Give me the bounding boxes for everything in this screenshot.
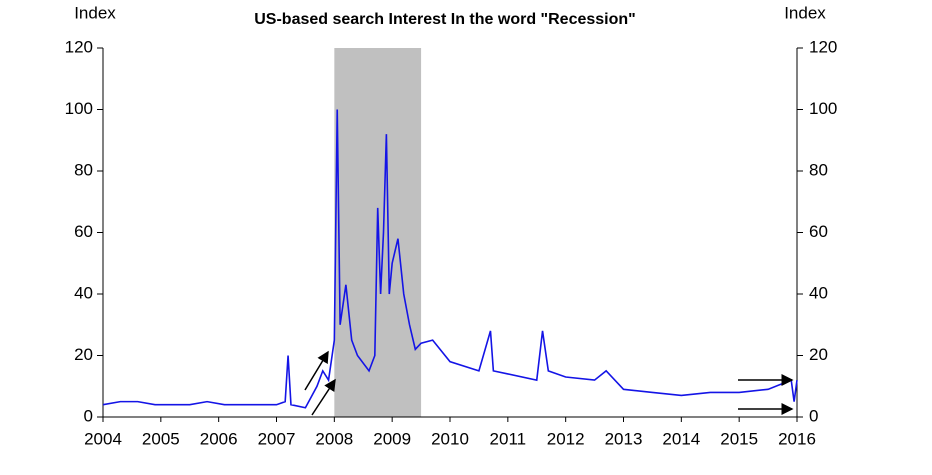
x-tick-label: 2006 bbox=[200, 429, 238, 448]
annotation-arrows bbox=[304, 350, 794, 416]
y-tick-label: 40 bbox=[74, 283, 93, 302]
y2-tick-label: 100 bbox=[809, 99, 837, 118]
x-tick-label: 2015 bbox=[720, 429, 758, 448]
x-tick-label: 2008 bbox=[315, 429, 353, 448]
x-tick-label: 2005 bbox=[142, 429, 180, 448]
y2-tick-label: 40 bbox=[809, 283, 828, 302]
y-axis-label: Index bbox=[74, 3, 116, 22]
plot: 0 20 40 60 80 100 120 0 20 40 60 80 100 120 2004 2005 20… bbox=[65, 37, 838, 448]
x-tick-label: 2009 bbox=[373, 429, 411, 448]
x-tick-label: 2014 bbox=[662, 429, 700, 448]
y2-tick-label: 0 bbox=[809, 406, 818, 425]
y2-tick-label: 80 bbox=[809, 160, 828, 179]
arrow bbox=[304, 350, 329, 391]
x-tick-label: 2016 bbox=[778, 429, 816, 448]
series-line bbox=[102, 109, 798, 409]
y-tick-label: 80 bbox=[74, 160, 93, 179]
y-tick-label: 20 bbox=[74, 345, 93, 364]
y-tick-label: 100 bbox=[65, 99, 93, 118]
x-tick-label: 2007 bbox=[258, 429, 296, 448]
y-tick-label: 0 bbox=[84, 406, 93, 425]
chart-title: US-based search Interest In the word "Re… bbox=[254, 11, 636, 28]
y-tick-label: 60 bbox=[74, 222, 93, 241]
x-tick-label: 2004 bbox=[84, 429, 122, 448]
x-tick-label: 2013 bbox=[605, 429, 643, 448]
y2-tick-label: 60 bbox=[809, 222, 828, 241]
y2-tick-label: 120 bbox=[809, 37, 837, 56]
x-tick-label: 2010 bbox=[431, 429, 469, 448]
y2-tick-label: 20 bbox=[809, 345, 828, 364]
x-tick-label: 2012 bbox=[547, 429, 585, 448]
x-tick-label: 2011 bbox=[490, 429, 527, 448]
arrow bbox=[311, 378, 336, 416]
y2-axis-label: Index bbox=[784, 3, 826, 22]
y-tick-label: 120 bbox=[65, 37, 93, 56]
